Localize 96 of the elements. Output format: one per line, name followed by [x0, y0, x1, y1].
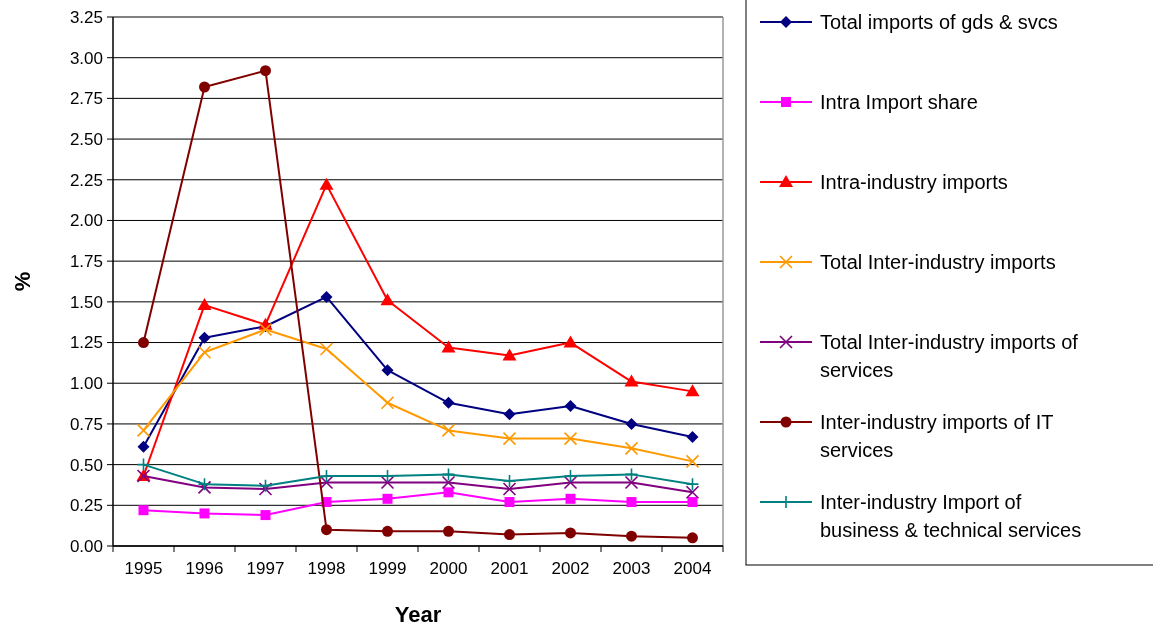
- point: [197, 345, 212, 360]
- point: [258, 478, 273, 493]
- point: [565, 527, 576, 539]
- point: [320, 290, 333, 303]
- y-axis-title: %: [10, 271, 35, 292]
- point: [381, 364, 394, 377]
- x-axis-title: Year: [394, 602, 442, 627]
- point: [443, 487, 454, 498]
- y-tick-label: 2.50: [69, 130, 103, 150]
- point: [563, 335, 578, 348]
- point: [624, 475, 639, 490]
- point: [443, 525, 454, 537]
- point: [258, 482, 273, 496]
- y-tick-label: 1.50: [69, 292, 103, 312]
- point: [687, 532, 698, 544]
- point: [197, 298, 212, 311]
- point: [624, 467, 639, 482]
- point: [380, 395, 395, 410]
- y-tick-label: 2.25: [69, 170, 103, 190]
- point: [686, 430, 699, 443]
- x-tick-label: 2004: [673, 559, 712, 578]
- point: [258, 322, 273, 337]
- legend-label: Intra Import share: [820, 91, 978, 113]
- x-tick-label: 2000: [429, 559, 468, 578]
- point: [319, 475, 334, 490]
- x-tick-label: 1999: [368, 559, 407, 578]
- point: [504, 529, 515, 541]
- point: [321, 524, 332, 536]
- y-tick-label: 3.00: [69, 48, 103, 68]
- point: [685, 485, 700, 500]
- point: [626, 497, 637, 508]
- point: [197, 480, 212, 495]
- y-tick-label: 2.75: [69, 89, 103, 109]
- point: [685, 454, 700, 469]
- x-tick-label: 2002: [551, 559, 590, 578]
- legend-label: Total Inter-industry imports: [820, 251, 1056, 273]
- point: [319, 177, 334, 190]
- y-tick-label: 3.25: [69, 7, 103, 27]
- point: [502, 474, 517, 488]
- x-tick-label: 1995: [124, 559, 163, 578]
- point: [380, 475, 395, 490]
- x-tick-label: 2003: [612, 559, 651, 578]
- point: [685, 384, 700, 397]
- point: [441, 467, 456, 482]
- point: [565, 493, 576, 504]
- y-tick-label: 1.00: [69, 374, 103, 394]
- point: [441, 340, 456, 353]
- point: [625, 417, 638, 430]
- point: [442, 396, 455, 409]
- x-tick-label: 1996: [185, 559, 224, 578]
- y-tick-label: 0.50: [69, 455, 103, 475]
- y-tick-label: 2.00: [69, 211, 103, 231]
- point: [503, 408, 516, 421]
- point: [624, 441, 639, 456]
- point: [563, 475, 578, 490]
- point: [685, 477, 700, 491]
- point: [624, 374, 639, 387]
- point: [382, 525, 393, 537]
- y-tick-label: 0.75: [69, 414, 103, 434]
- point: [563, 431, 578, 446]
- point: [687, 497, 698, 508]
- legend-label: Intra-industry imports: [820, 171, 1008, 193]
- legend-label: Inter-industry Import of business & technical services: [820, 491, 1082, 541]
- point: [382, 493, 393, 504]
- point: [138, 505, 149, 516]
- point: [564, 400, 577, 413]
- point: [502, 431, 517, 446]
- point: [504, 497, 515, 508]
- point: [199, 81, 210, 93]
- point: [138, 337, 149, 349]
- legend-label: Inter-industry imports of IT services: [820, 411, 1054, 461]
- y-tick-label: 1.75: [69, 252, 103, 272]
- point: [502, 482, 517, 496]
- point: [199, 508, 210, 519]
- point: [380, 293, 395, 306]
- x-tick-label: 1998: [307, 559, 346, 578]
- point: [136, 457, 151, 472]
- point: [626, 530, 637, 542]
- point: [441, 475, 456, 490]
- legend-label: Total imports of gds & svcs: [820, 11, 1058, 33]
- point: [260, 65, 271, 77]
- point: [563, 469, 578, 483]
- point: [319, 342, 334, 356]
- point: [198, 331, 211, 344]
- point: [441, 423, 456, 438]
- point: [502, 348, 517, 361]
- y-tick-label: 0.25: [69, 496, 103, 516]
- y-tick-label: 1.25: [69, 333, 103, 353]
- x-tick-label: 1997: [246, 559, 285, 578]
- point: [137, 440, 150, 453]
- point: [197, 477, 212, 491]
- point: [260, 510, 271, 521]
- y-tick-label: 0.00: [69, 536, 103, 556]
- point: [136, 423, 151, 438]
- x-tick-label: 2001: [490, 559, 529, 578]
- legend-label: Total Inter-industry imports of services: [820, 331, 1079, 381]
